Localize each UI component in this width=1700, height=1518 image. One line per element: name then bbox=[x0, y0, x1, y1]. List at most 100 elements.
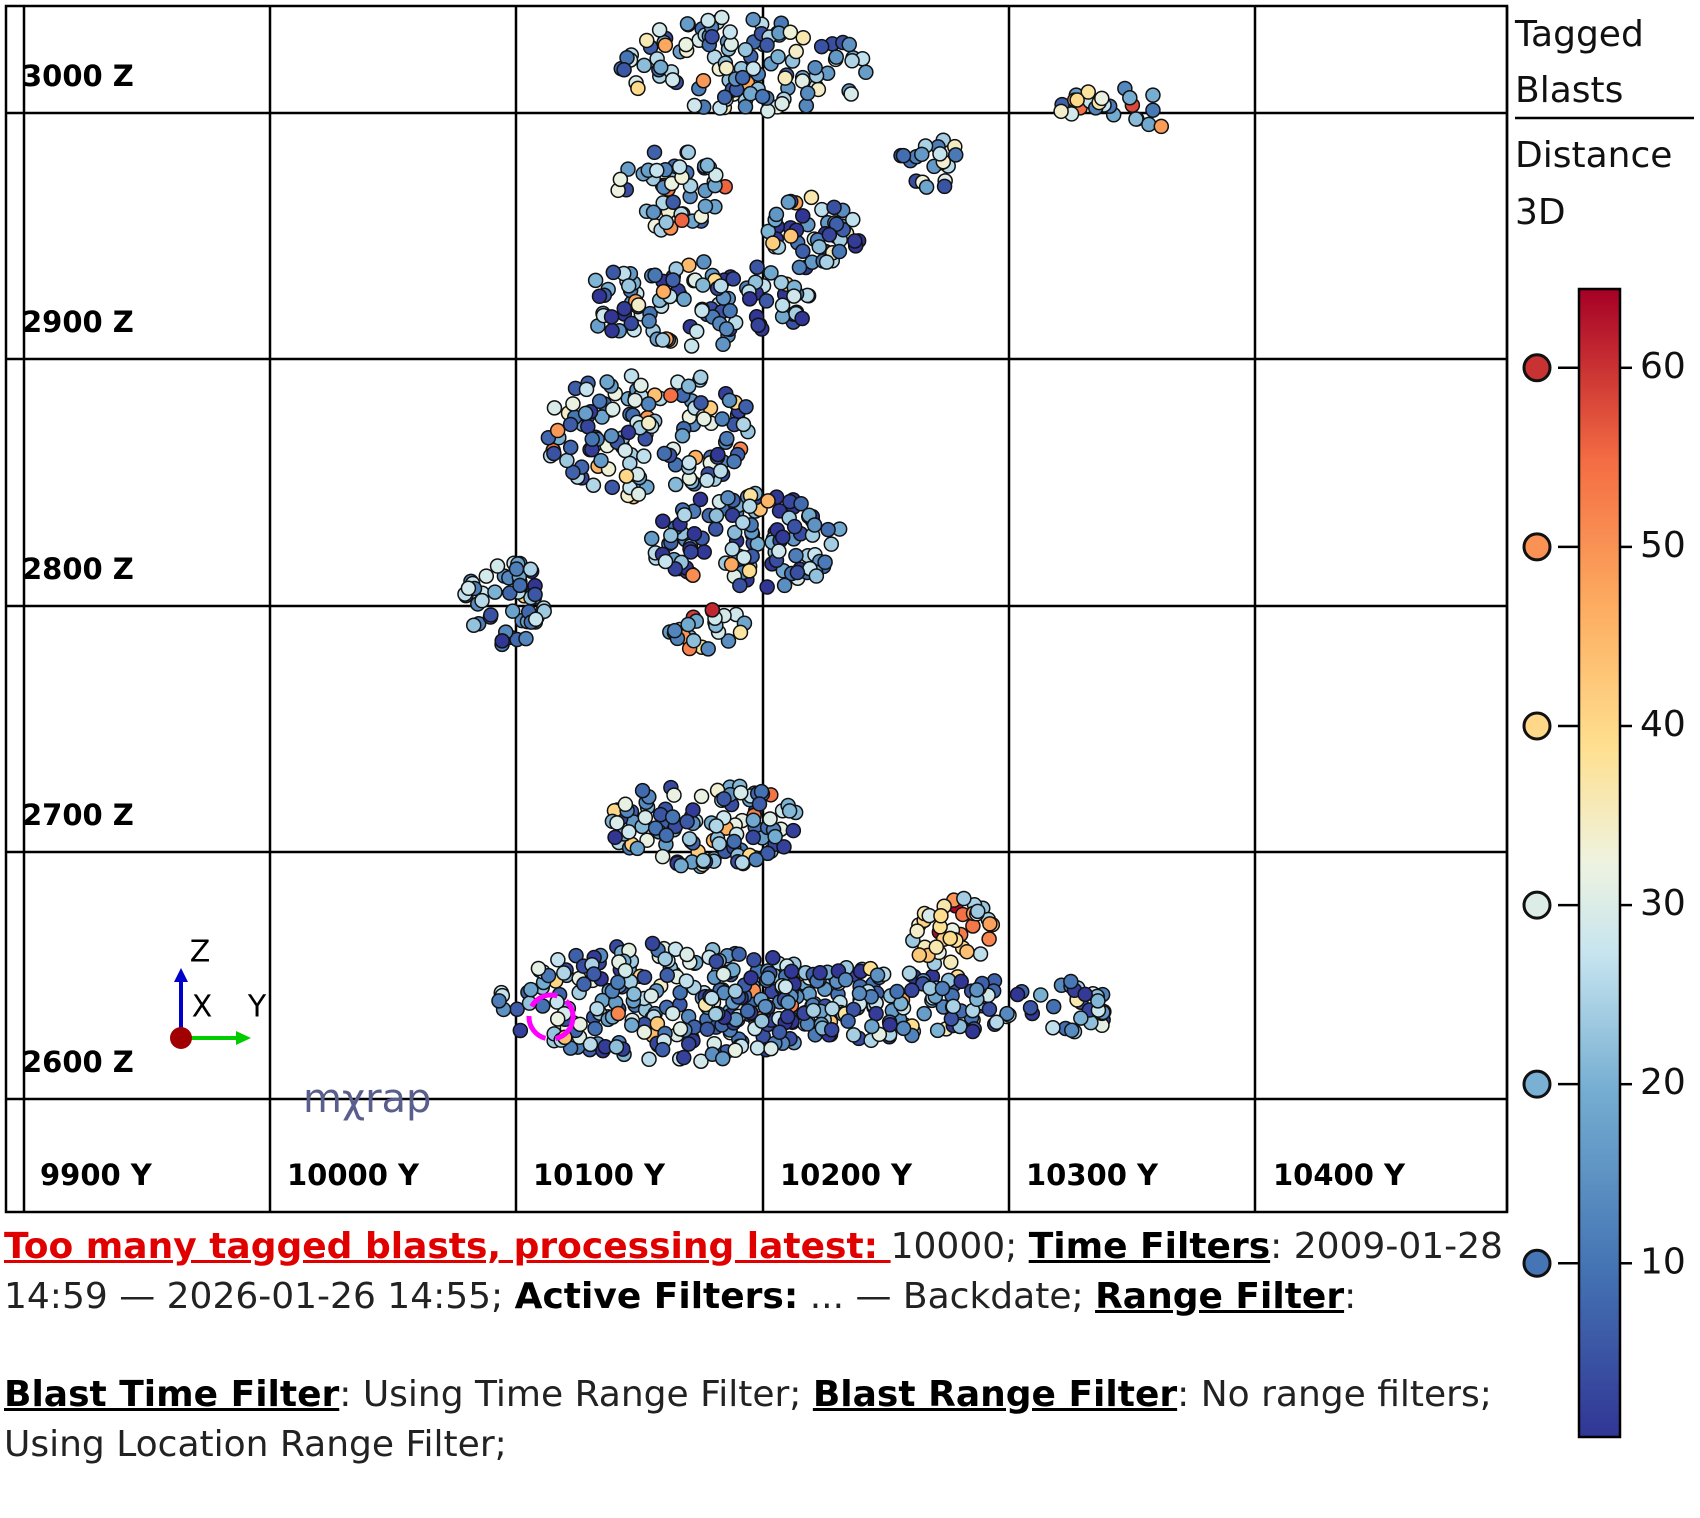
blast-marker bbox=[1069, 92, 1085, 108]
blast-marker bbox=[760, 970, 776, 986]
blast-marker bbox=[770, 49, 786, 65]
blast-marker bbox=[578, 381, 595, 398]
blast-marker bbox=[681, 454, 697, 471]
blast-marker bbox=[765, 949, 781, 966]
blast-marker bbox=[811, 239, 828, 255]
blast-marker bbox=[735, 416, 752, 433]
blast-marker bbox=[512, 1022, 529, 1039]
blast-marker bbox=[704, 29, 720, 45]
viewer[interactable]: Z X Y mχrap Tagged Blasts Distance 3D 30… bbox=[0, 0, 1700, 1222]
blast-marker bbox=[1064, 1022, 1080, 1039]
blast-marker bbox=[623, 368, 640, 384]
blast-marker bbox=[693, 788, 710, 805]
blast-marker bbox=[708, 507, 725, 524]
y-label: 10100 Y bbox=[533, 1158, 666, 1192]
blast-marker bbox=[634, 782, 651, 799]
blast-marker bbox=[789, 564, 806, 581]
blast-marker bbox=[803, 189, 820, 206]
blast-marker bbox=[640, 396, 657, 412]
blast-marker bbox=[783, 228, 799, 244]
blast-marker bbox=[679, 16, 696, 32]
blast-marker bbox=[630, 486, 647, 502]
blast-marker bbox=[737, 41, 754, 58]
blast-marker bbox=[725, 271, 742, 287]
blast-marker bbox=[821, 227, 838, 243]
blast-marker bbox=[928, 939, 945, 955]
status-segment: Time Filters bbox=[1028, 1226, 1271, 1267]
blast-marker bbox=[546, 445, 562, 462]
blast-marker bbox=[726, 524, 743, 541]
blast-marker bbox=[693, 395, 709, 411]
blast-marker bbox=[712, 463, 729, 479]
y-label: 10000 Y bbox=[287, 1158, 420, 1192]
blast-marker bbox=[932, 146, 948, 162]
blast-marker bbox=[654, 1041, 671, 1058]
blast-marker bbox=[981, 1001, 998, 1017]
blast-marker bbox=[722, 24, 738, 40]
blast-marker bbox=[959, 943, 975, 960]
blast-marker bbox=[696, 544, 712, 560]
blast-marker bbox=[943, 1011, 960, 1027]
blast-marker bbox=[771, 543, 787, 559]
blast-marker bbox=[636, 57, 652, 74]
blast-marker bbox=[710, 446, 726, 463]
blast-marker bbox=[681, 257, 697, 273]
blast-marker bbox=[630, 297, 647, 313]
blast-marker bbox=[491, 993, 507, 1009]
blast-marker bbox=[942, 930, 958, 947]
blast-marker bbox=[773, 274, 790, 291]
blast-marker bbox=[889, 983, 905, 1000]
blast-marker bbox=[956, 890, 972, 907]
blast-marker bbox=[523, 981, 539, 998]
blast-marker bbox=[763, 1040, 779, 1057]
blast-marker bbox=[882, 1016, 898, 1033]
blast-marker bbox=[589, 1000, 605, 1017]
status-segment: 10000; bbox=[890, 1226, 1029, 1267]
blast-marker bbox=[851, 985, 868, 1002]
blast-marker bbox=[757, 998, 774, 1015]
blast-marker bbox=[738, 399, 754, 415]
blast-marker bbox=[1045, 998, 1062, 1015]
blast-marker bbox=[708, 818, 725, 834]
blast-marker bbox=[663, 527, 679, 544]
blast-marker bbox=[695, 277, 711, 293]
blast-marker bbox=[953, 973, 969, 990]
selection-ring bbox=[526, 992, 576, 1042]
blast-marker bbox=[676, 291, 692, 308]
blast-marker bbox=[737, 99, 754, 115]
blast-marker bbox=[760, 103, 776, 119]
blast-marker bbox=[678, 973, 695, 989]
blast-marker bbox=[774, 95, 790, 112]
blast-marker bbox=[620, 424, 637, 441]
blast-marker bbox=[621, 824, 637, 840]
blast-marker bbox=[745, 11, 761, 28]
blast-marker bbox=[686, 97, 703, 114]
blast-marker bbox=[781, 803, 798, 819]
blast-marker bbox=[685, 632, 702, 649]
blast-marker bbox=[933, 908, 949, 924]
blast-marker bbox=[795, 208, 811, 224]
legend-subtitle: Distance bbox=[1515, 135, 1672, 176]
blast-marker bbox=[692, 491, 709, 508]
blast-marker bbox=[676, 507, 693, 523]
blast-marker bbox=[786, 518, 803, 535]
blast-marker bbox=[1063, 973, 1079, 990]
blast-marker bbox=[508, 561, 525, 577]
blast-marker bbox=[460, 580, 477, 597]
blast-marker bbox=[749, 259, 765, 276]
blast-marker bbox=[786, 288, 802, 304]
blast-marker bbox=[726, 833, 742, 850]
blast-marker bbox=[999, 1005, 1015, 1022]
blast-marker bbox=[549, 1011, 566, 1027]
blast-marker bbox=[671, 159, 688, 175]
blast-marker bbox=[586, 966, 602, 982]
blast-marker bbox=[718, 321, 735, 337]
blast-marker bbox=[732, 577, 748, 594]
blast-marker bbox=[1145, 102, 1161, 118]
blast-marker bbox=[734, 854, 751, 871]
blast-marker bbox=[739, 1003, 756, 1019]
blast-marker bbox=[585, 477, 602, 494]
blast-marker bbox=[695, 72, 712, 89]
triad-y: Y bbox=[247, 990, 267, 1025]
blast-marker bbox=[683, 338, 700, 354]
